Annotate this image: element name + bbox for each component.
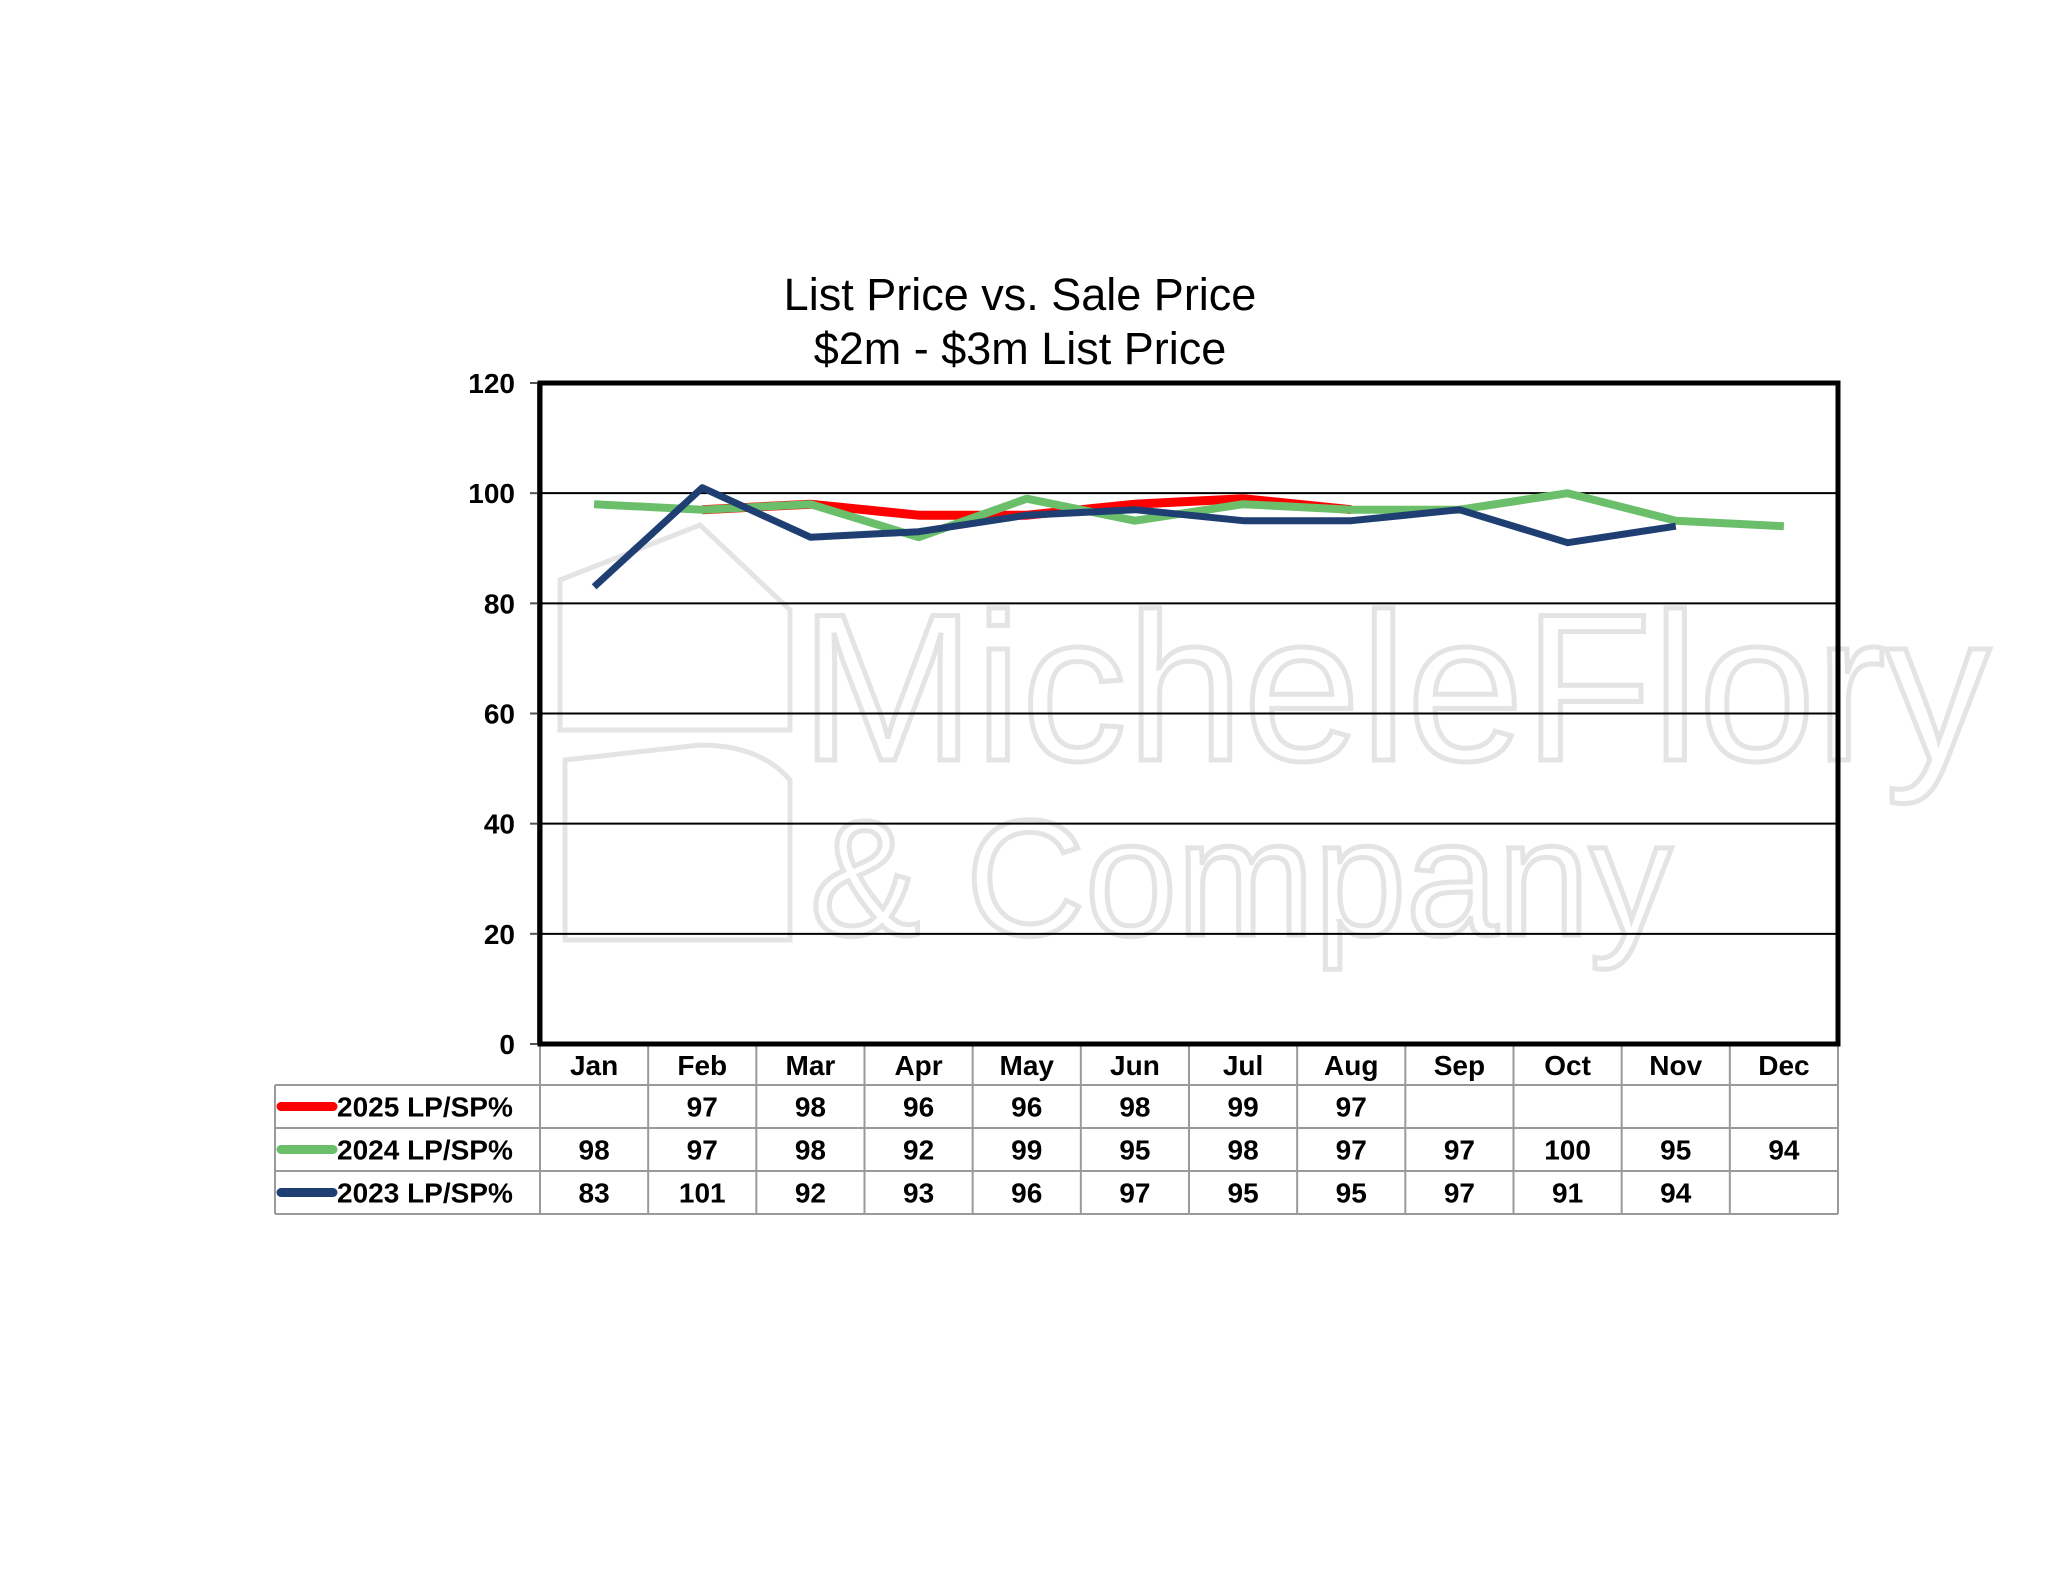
data-label: 97 xyxy=(1444,1135,1475,1166)
legend-label: 2023 LP/SP% xyxy=(337,1178,513,1209)
data-label: 95 xyxy=(1119,1135,1150,1166)
data-label: 97 xyxy=(687,1135,718,1166)
y-axis: 0 20 40 60 80 100 120 xyxy=(468,368,540,1060)
data-label: 94 xyxy=(1660,1178,1692,1209)
y-tick-label: 0 xyxy=(499,1029,515,1060)
gridlines xyxy=(540,492,1838,935)
x-tick-label: Sep xyxy=(1434,1050,1485,1081)
watermark-house-base-icon xyxy=(562,742,793,943)
chart-subtitle: $2m - $3m List Price xyxy=(814,323,1227,374)
watermark-line2: & Company xyxy=(810,786,1673,970)
data-label: 95 xyxy=(1336,1178,1367,1209)
data-label: 92 xyxy=(795,1178,826,1209)
series-lines xyxy=(591,484,1785,590)
data-label: 97 xyxy=(1336,1092,1367,1123)
series-line xyxy=(591,484,1677,590)
y-tick-label: 40 xyxy=(484,809,515,840)
legend-label: 2024 LP/SP% xyxy=(337,1135,513,1166)
data-label: 96 xyxy=(1011,1092,1042,1123)
data-label: 98 xyxy=(1228,1135,1259,1166)
data-label: 97 xyxy=(1336,1135,1367,1166)
data-label: 98 xyxy=(1119,1092,1150,1123)
x-tick-label: Aug xyxy=(1324,1050,1378,1081)
data-table: Jan Feb Mar Apr May Jun Jul Aug Sep Oct Nov Dec 2025… xyxy=(274,1044,1839,1215)
y-tick-label: 60 xyxy=(484,699,515,730)
data-label: 83 xyxy=(579,1178,610,1209)
x-tick-label: Jul xyxy=(1223,1050,1263,1081)
data-label: 97 xyxy=(1444,1178,1475,1209)
legend-label: 2025 LP/SP% xyxy=(337,1092,513,1123)
x-tick-label: Dec xyxy=(1758,1050,1809,1081)
data-label: 96 xyxy=(903,1092,934,1123)
x-tick-label: Jan xyxy=(570,1050,618,1081)
data-label: 95 xyxy=(1660,1135,1691,1166)
x-tick-label: Apr xyxy=(894,1050,942,1081)
y-tick-label: 100 xyxy=(468,478,515,509)
watermark-house-icon xyxy=(557,522,793,733)
x-tick-label: May xyxy=(1000,1050,1055,1081)
watermark-logo: MicheleFlory & Company xyxy=(557,522,1993,973)
data-label: 91 xyxy=(1552,1178,1583,1209)
data-label: 98 xyxy=(579,1135,610,1166)
chart-title: List Price vs. Sale Price xyxy=(784,269,1257,320)
x-tick-label: Feb xyxy=(677,1050,727,1081)
data-label: 98 xyxy=(795,1092,826,1123)
data-label: 92 xyxy=(903,1135,934,1166)
data-label: 99 xyxy=(1011,1135,1042,1166)
data-label: 101 xyxy=(679,1178,726,1209)
data-label: 97 xyxy=(687,1092,718,1123)
data-label: 99 xyxy=(1228,1092,1259,1123)
x-tick-label: Oct xyxy=(1544,1050,1591,1081)
x-tick-label: Nov xyxy=(1649,1050,1702,1081)
data-label: 95 xyxy=(1228,1178,1259,1209)
x-tick-label: Jun xyxy=(1110,1050,1160,1081)
y-tick-label: 120 xyxy=(468,368,515,399)
data-label: 98 xyxy=(795,1135,826,1166)
series-2023 xyxy=(591,484,1677,590)
watermark-line1: MicheleFlory xyxy=(800,570,1990,805)
data-label: 100 xyxy=(1544,1135,1591,1166)
data-label: 96 xyxy=(1011,1178,1042,1209)
data-label: 97 xyxy=(1119,1178,1150,1209)
data-label: 94 xyxy=(1768,1135,1800,1166)
y-tick-label: 20 xyxy=(484,919,515,950)
data-label: 93 xyxy=(903,1178,934,1209)
x-tick-label: Mar xyxy=(786,1050,836,1081)
plot-area-frame xyxy=(537,380,1841,1047)
y-tick-label: 80 xyxy=(484,588,515,619)
